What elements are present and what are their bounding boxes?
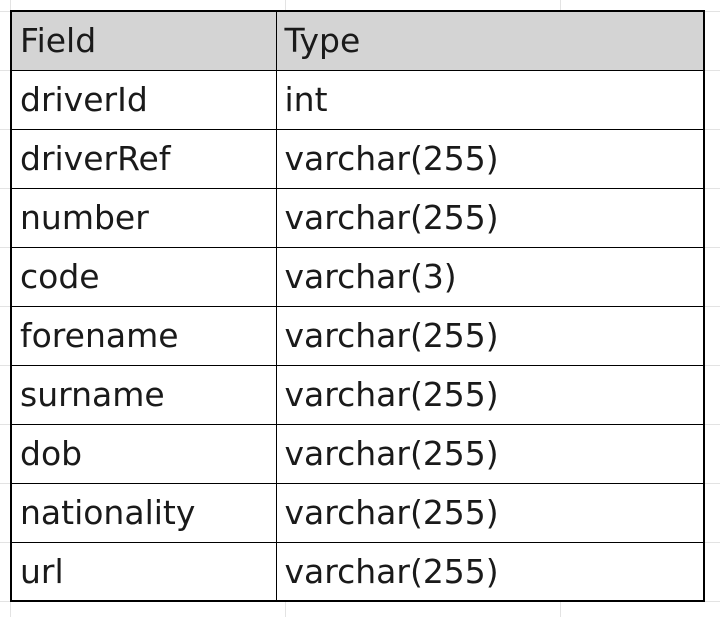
field-cell[interactable]: surname — [10, 364, 277, 425]
field-cell[interactable]: url — [10, 541, 277, 602]
field-cell[interactable]: driverRef — [10, 128, 277, 189]
type-cell[interactable]: int — [275, 69, 705, 130]
table-row: dob varchar(255) — [10, 423, 705, 484]
type-cell[interactable]: varchar(255) — [275, 128, 705, 189]
type-cell[interactable]: varchar(255) — [275, 364, 705, 425]
table-row: nationality varchar(255) — [10, 482, 705, 543]
field-cell[interactable]: number — [10, 187, 277, 248]
field-cell[interactable]: nationality — [10, 482, 277, 543]
type-cell[interactable]: varchar(255) — [275, 187, 705, 248]
table-row: url varchar(255) — [10, 541, 705, 602]
field-cell[interactable]: driverId — [10, 69, 277, 130]
field-cell[interactable]: code — [10, 246, 277, 307]
header-cell-field[interactable]: Field — [10, 10, 277, 71]
type-cell[interactable]: varchar(255) — [275, 482, 705, 543]
header-cell-type[interactable]: Type — [275, 10, 705, 71]
table-row: surname varchar(255) — [10, 364, 705, 425]
table-row: forename varchar(255) — [10, 305, 705, 366]
table-row: driverId int — [10, 69, 705, 130]
field-cell[interactable]: dob — [10, 423, 277, 484]
schema-table: Field Type driverId int driverRef varcha… — [10, 10, 705, 602]
type-cell[interactable]: varchar(3) — [275, 246, 705, 307]
spreadsheet-area: Field Type driverId int driverRef varcha… — [10, 10, 705, 602]
table-row: driverRef varchar(255) — [10, 128, 705, 189]
type-cell[interactable]: varchar(255) — [275, 305, 705, 366]
table-row: code varchar(3) — [10, 246, 705, 307]
table-row: number varchar(255) — [10, 187, 705, 248]
header-row: Field Type — [10, 10, 705, 71]
type-cell[interactable]: varchar(255) — [275, 423, 705, 484]
type-cell[interactable]: varchar(255) — [275, 541, 705, 602]
field-cell[interactable]: forename — [10, 305, 277, 366]
